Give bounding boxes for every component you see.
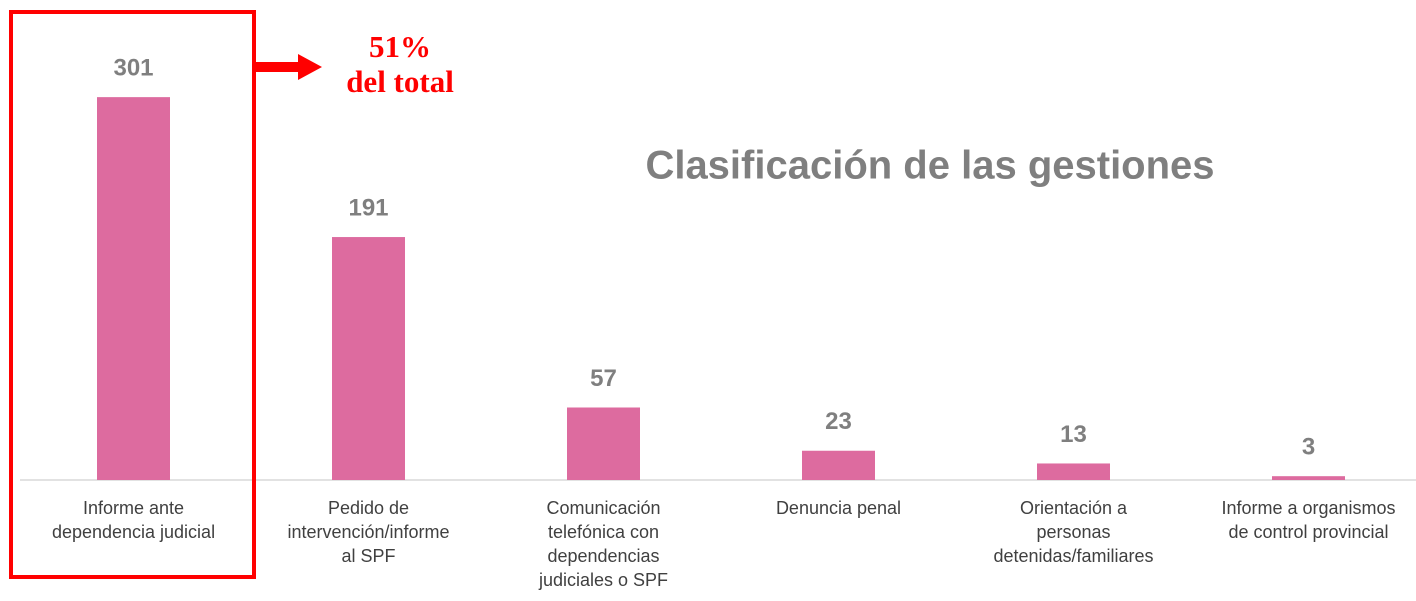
chart-title: Clasificación de las gestiones	[645, 144, 1214, 188]
value-label: 301	[113, 54, 153, 81]
x-tick-label: Orientación a personas detenidas/familia…	[993, 498, 1154, 566]
annotation: del total	[346, 64, 454, 99]
bar	[567, 407, 640, 480]
arrow	[254, 54, 322, 80]
x-tick-label: Pedido de intervención/informe al SPF	[287, 498, 450, 566]
x-tick-label: Comunicación telefónica con dependencias…	[538, 498, 669, 590]
x-tick-label: Informe a organismos de control provinci…	[1221, 498, 1396, 542]
bar	[332, 237, 405, 480]
bar	[1037, 463, 1110, 480]
annotation: 51%	[369, 29, 431, 64]
x-tick-label: Denuncia penal	[775, 498, 902, 518]
value-label: 13	[1060, 421, 1087, 448]
value-label: 3	[1302, 434, 1315, 461]
bar	[802, 450, 875, 480]
bar	[1272, 476, 1345, 480]
value-label: 57	[590, 365, 617, 392]
value-label: 191	[348, 194, 388, 221]
bar	[97, 97, 170, 481]
value-label: 23	[825, 408, 852, 435]
highlight-box	[9, 10, 256, 579]
x-tick-label: Informe ante dependencia judicial	[51, 498, 216, 542]
